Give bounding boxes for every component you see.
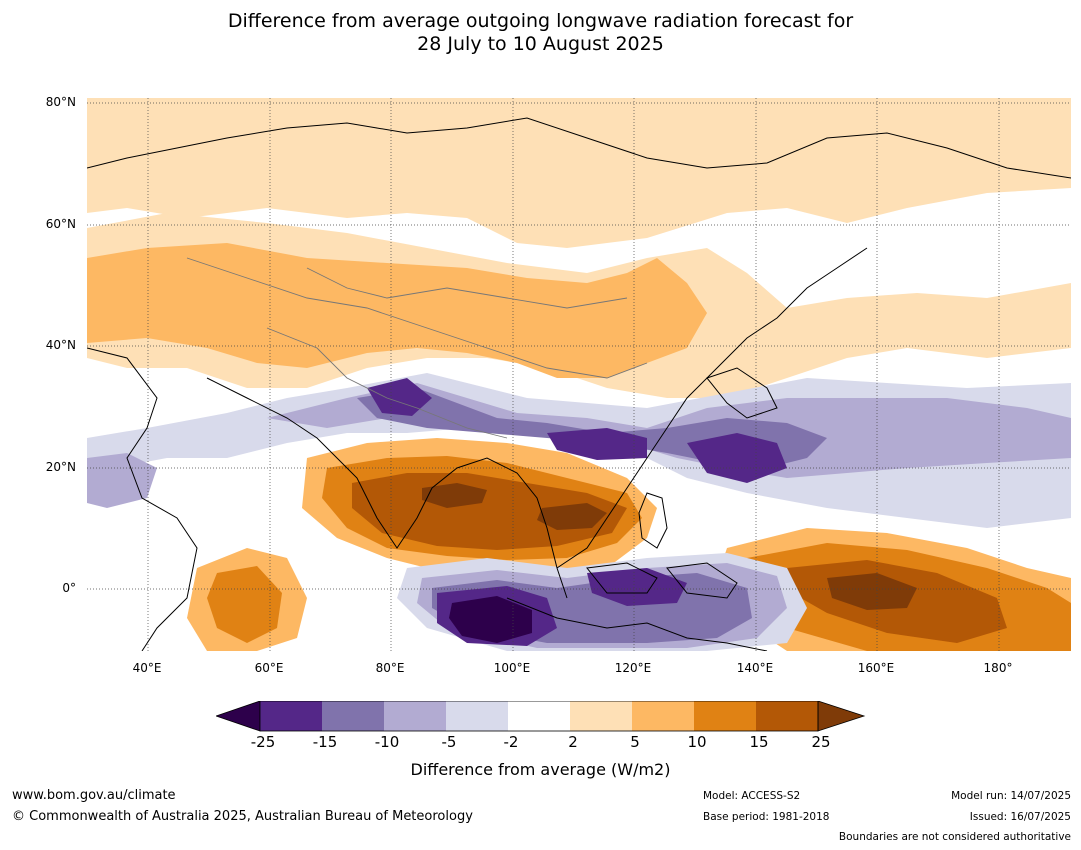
anomaly-zone-15-25-india	[352, 473, 627, 550]
anomaly-zone-minus-10-5-arabia	[87, 453, 157, 508]
title-line-2: 28 July to 10 August 2025	[417, 33, 664, 55]
anomaly-zone-minus-25-15-scs	[547, 428, 647, 460]
anomaly-zone-2-5-arctic	[87, 98, 1071, 248]
lon-label-40e: 40°E	[132, 661, 162, 675]
lon-label-100e: 100°E	[493, 661, 531, 675]
anomaly-zone-10-15-w-indian	[207, 566, 282, 643]
olr-anomaly-map	[86, 97, 1072, 652]
colorbar-tick-m2: -2	[503, 733, 519, 751]
colorbar-tick-10: 10	[687, 733, 707, 751]
colorbar-below-arrow	[214, 700, 261, 732]
lon-label-140e: 140°E	[736, 661, 774, 675]
lon-label-160e: 160°E	[857, 661, 895, 675]
colorbar-tick-m5: -5	[441, 733, 457, 751]
lon-label-60e: 60°E	[254, 661, 284, 675]
lon-label-80e: 80°E	[375, 661, 405, 675]
lat-label-0: 0°	[62, 581, 76, 595]
footer-issued: Issued: 16/07/2025	[969, 811, 1071, 823]
anomaly-zone-above-25-indochina	[537, 503, 607, 530]
footer-disclaimer: Boundaries are not considered authoritat…	[838, 831, 1071, 843]
colorbar-tick-15: 15	[749, 733, 769, 751]
colorbar-tick-m15: -15	[312, 733, 338, 751]
colorbar-segment-1	[260, 701, 322, 731]
lat-label-40n: 40°N	[45, 338, 76, 352]
colorbar-segment-9	[756, 701, 818, 731]
colorbar-tick-5: 5	[630, 733, 640, 751]
lat-label-60n: 60°N	[45, 217, 76, 231]
map-title: Difference from average outgoing longwav…	[0, 10, 1081, 56]
anomaly-zone-minus-25-15-bay	[367, 378, 432, 416]
country-borders	[186, 257, 648, 439]
anomaly-zone-minus-25-15-banda	[587, 568, 687, 606]
colorbar	[214, 700, 866, 736]
graticule	[87, 98, 1071, 651]
colorbar-segment-6	[570, 701, 632, 731]
anomaly-zone-above-25-india	[422, 483, 487, 508]
colorbar-segment-4	[446, 701, 508, 731]
colorbar-tick-m25: -25	[250, 733, 276, 751]
lon-label-120e: 120°E	[614, 661, 652, 675]
colorbar-segment-5	[508, 701, 570, 731]
lat-label-80n: 80°N	[45, 95, 76, 109]
footer-url[interactable]: www.bom.gov.au/climate	[12, 788, 176, 803]
lat-label-20n: 20°N	[45, 460, 76, 474]
colorbar-outline	[259, 700, 819, 732]
colorbar-segment-2	[322, 701, 384, 731]
anomaly-zone-minus-25-15-philippine-sea	[687, 433, 787, 483]
anomaly-zone-below-25-maritime	[449, 596, 532, 643]
coastlines	[87, 117, 1071, 651]
colorbar-segment-3	[384, 701, 446, 731]
colorbar-segment-8	[694, 701, 756, 731]
footer-model: Model: ACCESS-S2	[703, 790, 801, 802]
colorbar-tick-2: 2	[568, 733, 578, 751]
footer-base-period: Base period: 1981-2018	[703, 811, 830, 823]
map-svg	[87, 98, 1071, 651]
colorbar-above-arrow	[817, 700, 866, 732]
colorbar-tick-25: 25	[811, 733, 831, 751]
title-line-1: Difference from average outgoing longwav…	[227, 10, 854, 32]
anomaly-zone-above-25-west-pacific	[827, 573, 917, 610]
lon-label-180: 180°	[983, 661, 1013, 675]
footer-copyright: © Commonwealth of Australia 2025, Austra…	[12, 809, 473, 824]
footer-model-run: Model run: 14/07/2025	[951, 790, 1071, 802]
colorbar-tick-m10: -10	[374, 733, 400, 751]
colorbar-svg	[214, 700, 866, 732]
colorbar-title: Difference from average (W/m2)	[410, 760, 671, 779]
colorbar-segment-7	[632, 701, 694, 731]
